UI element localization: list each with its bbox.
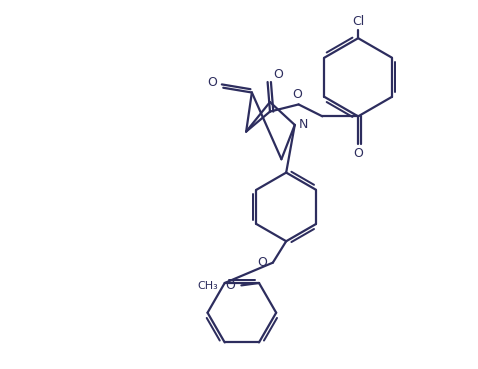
Text: O: O	[207, 76, 217, 89]
Text: O: O	[226, 279, 235, 292]
Text: CH₃: CH₃	[197, 281, 218, 291]
Text: Cl: Cl	[352, 15, 364, 28]
Text: O: O	[292, 89, 302, 101]
Text: O: O	[353, 147, 363, 160]
Text: N: N	[299, 118, 308, 131]
Text: O: O	[273, 68, 283, 82]
Text: O: O	[258, 256, 267, 269]
